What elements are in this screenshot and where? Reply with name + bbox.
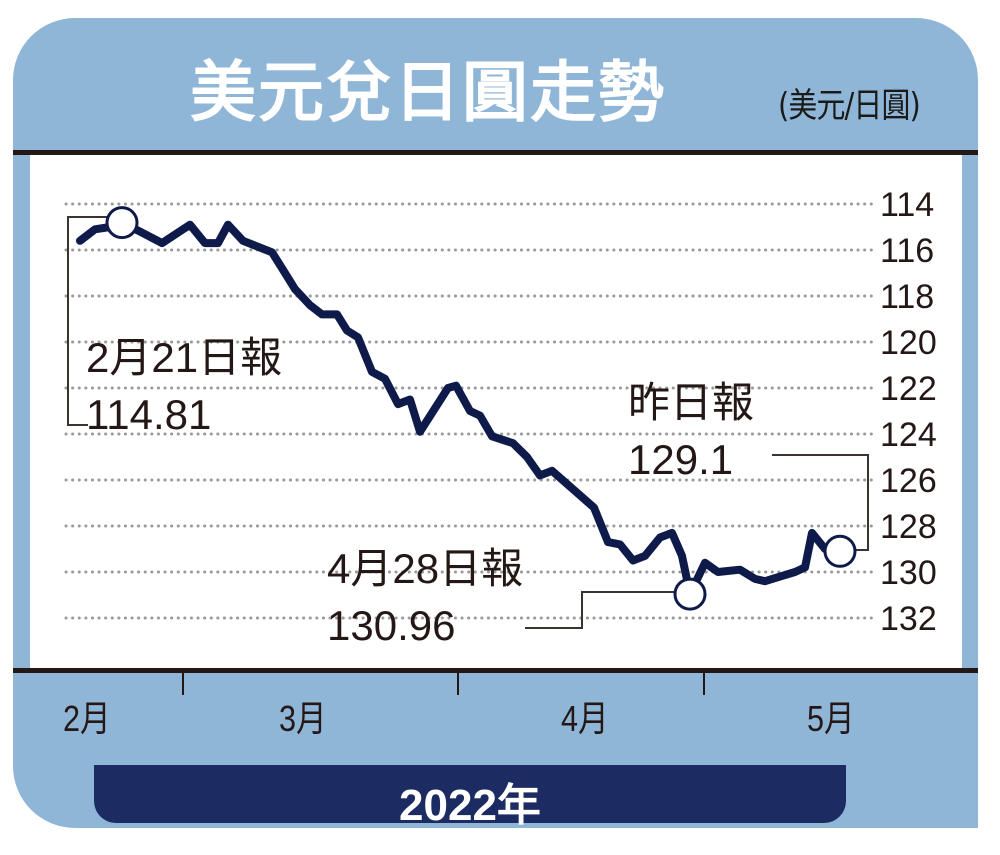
highlight-marker bbox=[673, 577, 707, 611]
x-label-apr: 4月 bbox=[561, 698, 609, 739]
x-label-may: 5月 bbox=[807, 698, 855, 739]
x-label-feb: 2月 bbox=[63, 698, 111, 739]
start-annotation-label: 2月21日報 bbox=[86, 334, 283, 381]
highlight-marker bbox=[105, 206, 139, 240]
y-tick-132: 132 bbox=[880, 600, 937, 638]
highlight-marker bbox=[823, 534, 857, 568]
annotation-leaders bbox=[67, 216, 869, 629]
x-tick bbox=[457, 673, 459, 695]
start-annotation-value: 114.81 bbox=[86, 391, 212, 438]
y-tick-124: 124 bbox=[880, 416, 937, 454]
low-annotation-label: 4月28日報 bbox=[327, 545, 524, 592]
y-tick-126: 126 bbox=[880, 462, 937, 500]
x-tick bbox=[182, 673, 184, 695]
highlight-markers bbox=[105, 206, 857, 611]
frame-corner bbox=[900, 760, 978, 828]
x-label-mar: 3月 bbox=[279, 698, 327, 739]
chart-title: 美元兌日圓走勢 bbox=[190, 54, 666, 131]
y-tick-122: 122 bbox=[880, 370, 937, 408]
unit-label: (美元/日圓) bbox=[778, 86, 921, 126]
plot-area bbox=[30, 155, 962, 668]
usd-jpy-line bbox=[76, 218, 844, 599]
year-label: 2022年 bbox=[399, 781, 541, 830]
year-bar: 2022年 bbox=[94, 765, 846, 830]
y-tick-130: 130 bbox=[880, 554, 937, 592]
y-tick-118: 118 bbox=[880, 278, 935, 316]
top-rule bbox=[13, 150, 978, 155]
bottom-rule bbox=[13, 668, 978, 673]
x-tick bbox=[703, 673, 705, 695]
y-tick-114: 114 bbox=[880, 186, 935, 224]
latest-annotation-label: 昨日報 bbox=[628, 379, 755, 426]
low-annotation-value: 130.96 bbox=[327, 602, 456, 649]
y-tick-116: 116 bbox=[880, 232, 935, 270]
y-tick-120: 120 bbox=[880, 324, 937, 362]
latest-annotation-value: 129.1 bbox=[628, 436, 734, 483]
y-tick-128: 128 bbox=[880, 508, 937, 546]
